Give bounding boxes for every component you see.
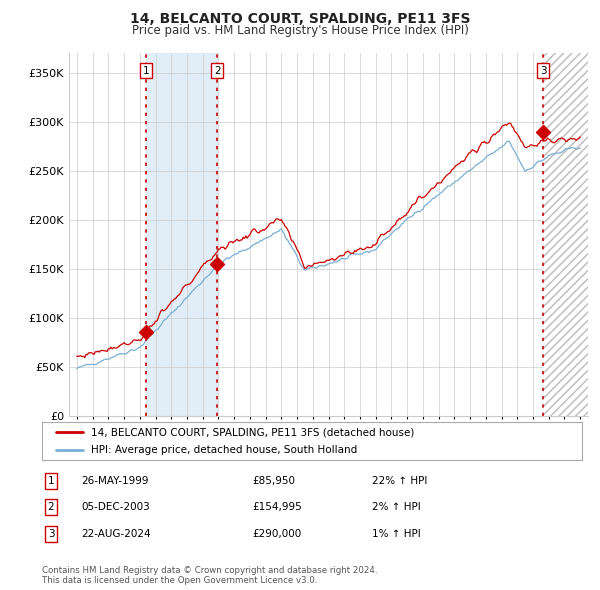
Text: 2% ↑ HPI: 2% ↑ HPI bbox=[372, 503, 421, 512]
Text: 26-MAY-1999: 26-MAY-1999 bbox=[81, 476, 149, 486]
Text: 1: 1 bbox=[47, 476, 55, 486]
Text: 2: 2 bbox=[214, 66, 220, 76]
Text: 1: 1 bbox=[143, 66, 149, 76]
Text: 3: 3 bbox=[47, 529, 55, 539]
Text: £290,000: £290,000 bbox=[252, 529, 301, 539]
Text: Price paid vs. HM Land Registry's House Price Index (HPI): Price paid vs. HM Land Registry's House … bbox=[131, 24, 469, 37]
Text: 14, BELCANTO COURT, SPALDING, PE11 3FS: 14, BELCANTO COURT, SPALDING, PE11 3FS bbox=[130, 12, 470, 26]
Text: 2: 2 bbox=[47, 503, 55, 512]
Text: 22% ↑ HPI: 22% ↑ HPI bbox=[372, 476, 427, 486]
Text: £85,950: £85,950 bbox=[252, 476, 295, 486]
Text: 22-AUG-2024: 22-AUG-2024 bbox=[81, 529, 151, 539]
Text: 14, BELCANTO COURT, SPALDING, PE11 3FS (detached house): 14, BELCANTO COURT, SPALDING, PE11 3FS (… bbox=[91, 427, 414, 437]
Text: HPI: Average price, detached house, South Holland: HPI: Average price, detached house, Sout… bbox=[91, 445, 357, 455]
Text: Contains HM Land Registry data © Crown copyright and database right 2024.
This d: Contains HM Land Registry data © Crown c… bbox=[42, 566, 377, 585]
Text: £154,995: £154,995 bbox=[252, 503, 302, 512]
Text: 1% ↑ HPI: 1% ↑ HPI bbox=[372, 529, 421, 539]
Text: 05-DEC-2003: 05-DEC-2003 bbox=[81, 503, 150, 512]
Bar bbox=[543, 53, 588, 416]
Text: 3: 3 bbox=[540, 66, 547, 76]
Bar bbox=[146, 53, 217, 416]
